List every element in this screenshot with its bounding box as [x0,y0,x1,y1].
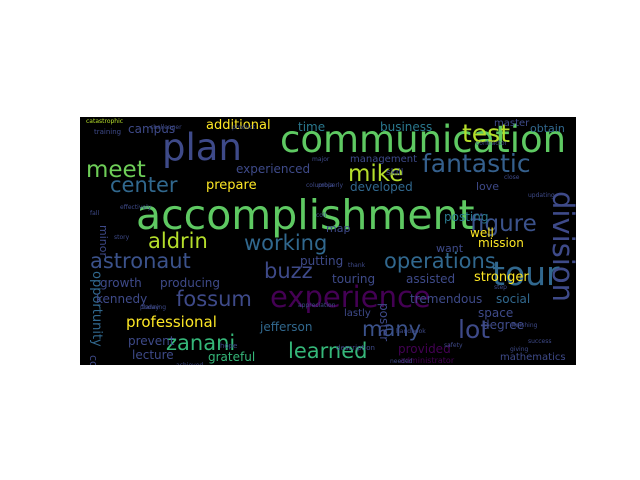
word-prepare: prepare [206,178,257,193]
word-kennedy: kennedy [96,292,148,306]
word-jefferson: jefferson [260,320,313,334]
word-operations: operations [384,249,496,273]
word-safety: safety [444,342,463,349]
word-thank: thank [348,262,366,269]
word-figure: figure [470,211,537,237]
word-catastrophic: catastrophic [86,118,124,125]
word-developed: developed [350,180,413,194]
word-test: test [462,119,511,148]
word-effectively: effectively [120,204,152,211]
word-control: control [87,355,100,365]
word-step: step [494,284,507,291]
word-administrator: administrator [400,356,455,365]
word-properly: properly [318,182,343,189]
word-management: management [350,154,417,165]
word-close: close [504,174,520,181]
word-learned: learned [288,339,368,363]
word-hope: hope [220,342,238,350]
word-professional: professional [126,313,217,331]
word-minor: minor [97,225,110,257]
word-degree: degree [482,318,525,332]
word-zanani: zanani [166,331,236,355]
word-today: today [142,304,160,311]
word-giving: giving [510,346,529,353]
word-want: want [436,242,464,255]
word-many: many [362,317,422,341]
word-coll: coll [316,212,327,219]
word-handbook: handbook [396,328,426,335]
word-lot: lot [458,315,491,344]
word-space: space [478,306,514,320]
word-achieved: achieved [176,363,203,366]
word-grateful: grateful [208,350,256,364]
word-experienced: experienced [236,162,311,176]
word-mike: mike [348,161,404,187]
word-assisted: assisted [406,272,456,286]
word-love: love [476,180,500,193]
word-description: description [336,344,375,352]
word-fantastic: fantastic [422,149,531,178]
word-major: major [312,156,330,163]
word-additional: additional [206,118,271,133]
word-planning: planning [140,304,167,311]
word-prevent: prevent [128,334,175,348]
word-experience: experience [270,280,431,314]
word-business: business [380,120,433,134]
word-touring: touring [332,272,376,286]
word-needed: needed [390,358,413,365]
word-columbia: columbia [306,182,334,189]
word-campus: campus [128,122,176,136]
word-fall: fall [90,210,100,217]
word-map: map [326,222,351,235]
word-producing: producing [160,276,221,290]
word-mission: mission [478,236,524,250]
word-tour: tour [492,254,560,293]
word-lecture: lecture [132,348,174,362]
word-meet: meet [86,157,146,183]
word-success: success [528,338,552,345]
word-buzz: buzz [264,259,313,283]
word-story: story [114,234,130,241]
word-stronger: stronger [474,270,529,285]
word-growth: growth [100,276,142,290]
word-contractor: contractor [476,140,508,147]
word-updating: updating [528,192,555,199]
word-provided: provided [398,342,451,356]
word-working: working [244,231,328,255]
word-time: time [298,120,326,134]
word-well: well [470,226,494,240]
word-poster: poster [377,303,391,342]
word-division: division [546,191,576,302]
word-social: social [496,292,531,306]
word-mathematics: mathematics [500,352,566,363]
word-accomplishment: accomplishment [136,191,475,239]
word-putting: putting [300,254,344,268]
word-cloud: accomplishment communication experience pla… [80,117,576,365]
word-product: product [232,124,256,131]
word-astronaut: astronaut [90,249,191,273]
word-tremendous: tremendous [410,292,483,306]
word-plan: plan [162,126,242,169]
word-master: master [494,118,530,129]
word-finishing: finishing [512,322,538,329]
word-lastly: lastly [344,308,371,319]
word-center: center [110,173,178,197]
word-appreciation: appreciation [298,302,336,309]
word-obtain: obtain [530,122,565,135]
word-aldrin: aldrin [148,229,208,253]
word-posting: posting [444,210,489,224]
word-skill: skill [386,168,404,178]
word-challenger: challenger [150,124,182,131]
word-communication: communication [280,118,567,161]
word-training: training [94,128,122,136]
word-fossum: fossum [176,287,252,311]
